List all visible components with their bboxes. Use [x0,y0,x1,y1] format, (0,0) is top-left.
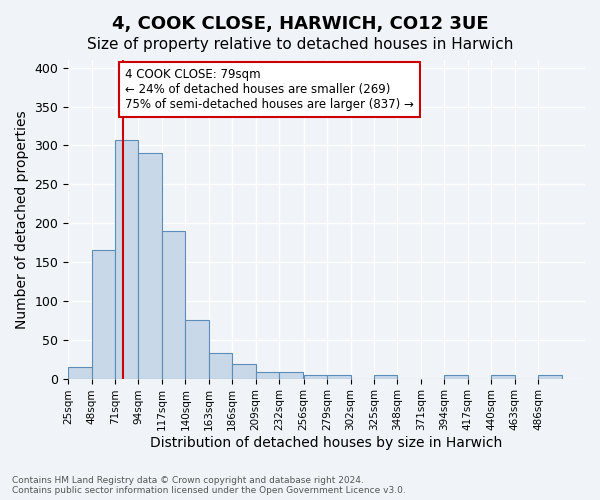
X-axis label: Distribution of detached houses by size in Harwich: Distribution of detached houses by size … [151,436,503,450]
Bar [279,372,302,378]
Bar [139,153,162,378]
Bar [92,250,115,378]
Text: 4, COOK CLOSE, HARWICH, CO12 3UE: 4, COOK CLOSE, HARWICH, CO12 3UE [112,15,488,33]
Bar [327,376,350,378]
Bar [185,320,209,378]
Text: Contains HM Land Registry data © Crown copyright and database right 2024.
Contai: Contains HM Land Registry data © Crown c… [12,476,406,495]
Bar [445,376,468,378]
Text: Size of property relative to detached houses in Harwich: Size of property relative to detached ho… [87,38,513,52]
Bar [115,140,139,378]
Bar [538,376,562,378]
Bar [304,374,327,378]
Bar [256,372,279,378]
Bar [374,376,397,378]
Text: 4 COOK CLOSE: 79sqm
← 24% of detached houses are smaller (269)
75% of semi-detac: 4 COOK CLOSE: 79sqm ← 24% of detached ho… [125,68,414,111]
Bar [68,367,92,378]
Bar [209,353,232,378]
Bar [162,231,185,378]
Bar [491,376,515,378]
Y-axis label: Number of detached properties: Number of detached properties [15,110,29,328]
Bar [232,364,256,378]
